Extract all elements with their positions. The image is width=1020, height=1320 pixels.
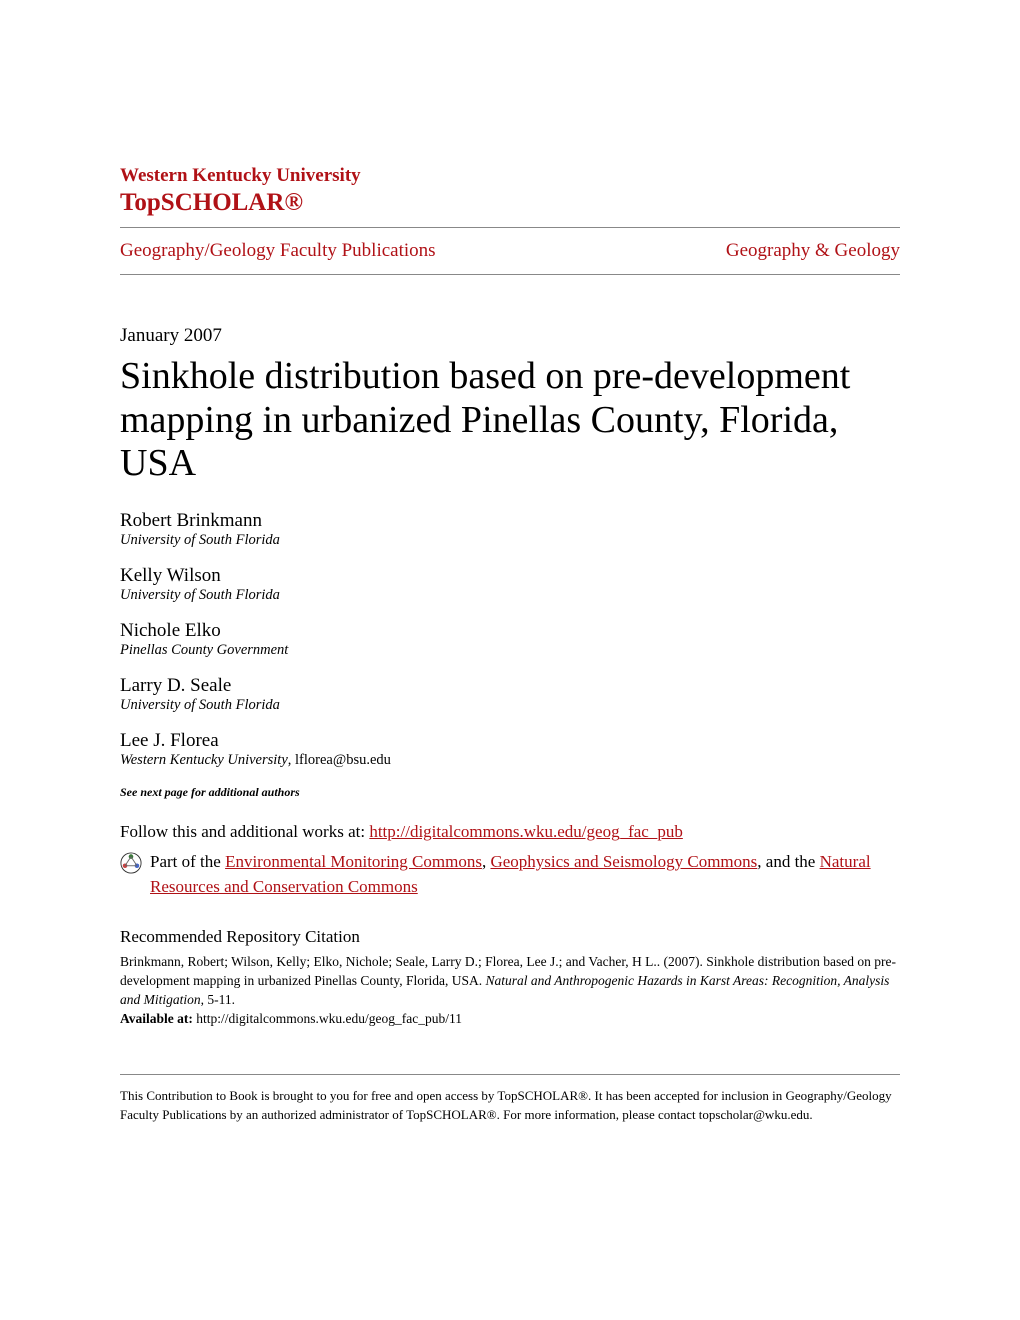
repository-name[interactable]: TopSCHOLAR® xyxy=(120,189,900,217)
author-name: Robert Brinkmann xyxy=(120,510,900,532)
author-email: lflorea@bsu.edu xyxy=(295,752,391,768)
university-name: Western Kentucky University xyxy=(120,165,900,187)
author-affiliation: University of South Florida xyxy=(120,587,900,604)
commons-row: Part of the Environmental Monitoring Com… xyxy=(120,850,900,899)
commons-link-2[interactable]: Geophysics and Seismology Commons xyxy=(490,852,757,871)
author-block: Larry D. Seale University of South Flori… xyxy=(120,675,900,714)
author-affiliation: University of South Florida xyxy=(120,532,900,549)
available-at-url: http://digitalcommons.wku.edu/geog_fac_p… xyxy=(193,1011,462,1026)
author-name: Larry D. Seale xyxy=(120,675,900,697)
author-affiliation: Western Kentucky University, lflorea@bsu… xyxy=(120,752,900,769)
author-name: Kelly Wilson xyxy=(120,565,900,587)
breadcrumb-department-link[interactable]: Geography & Geology xyxy=(726,240,900,262)
citation-heading: Recommended Repository Citation xyxy=(120,927,900,947)
author-name: Lee J. Florea xyxy=(120,730,900,752)
paper-title: Sinkhole distribution based on pre-devel… xyxy=(120,355,900,486)
follow-works-link[interactable]: http://digitalcommons.wku.edu/geog_fac_p… xyxy=(369,822,683,841)
see-next-page-note: See next page for additional authors xyxy=(120,785,900,800)
follow-works-text: Follow this and additional works at: htt… xyxy=(120,822,900,842)
author-block: Nichole Elko Pinellas County Government xyxy=(120,620,900,659)
breadcrumb-collection-link[interactable]: Geography/Geology Faculty Publications xyxy=(120,240,436,262)
publication-date: January 2007 xyxy=(120,325,900,347)
breadcrumb: Geography/Geology Faculty Publications G… xyxy=(120,227,900,275)
author-affiliation: Pinellas County Government xyxy=(120,642,900,659)
author-name: Nichole Elko xyxy=(120,620,900,642)
network-icon[interactable] xyxy=(120,852,142,874)
footer-text: This Contribution to Book is brought to … xyxy=(120,1087,900,1125)
author-block: Robert Brinkmann University of South Flo… xyxy=(120,510,900,549)
citation-text: Brinkmann, Robert; Wilson, Kelly; Elko, … xyxy=(120,953,900,1029)
author-block: Kelly Wilson University of South Florida xyxy=(120,565,900,604)
author-affiliation: University of South Florida xyxy=(120,697,900,714)
footer-divider xyxy=(120,1074,900,1075)
available-at-label: Available at: xyxy=(120,1011,193,1026)
commons-link-1[interactable]: Environmental Monitoring Commons xyxy=(225,852,482,871)
author-block: Lee J. Florea Western Kentucky Universit… xyxy=(120,730,900,769)
commons-text: Part of the Environmental Monitoring Com… xyxy=(150,850,900,899)
